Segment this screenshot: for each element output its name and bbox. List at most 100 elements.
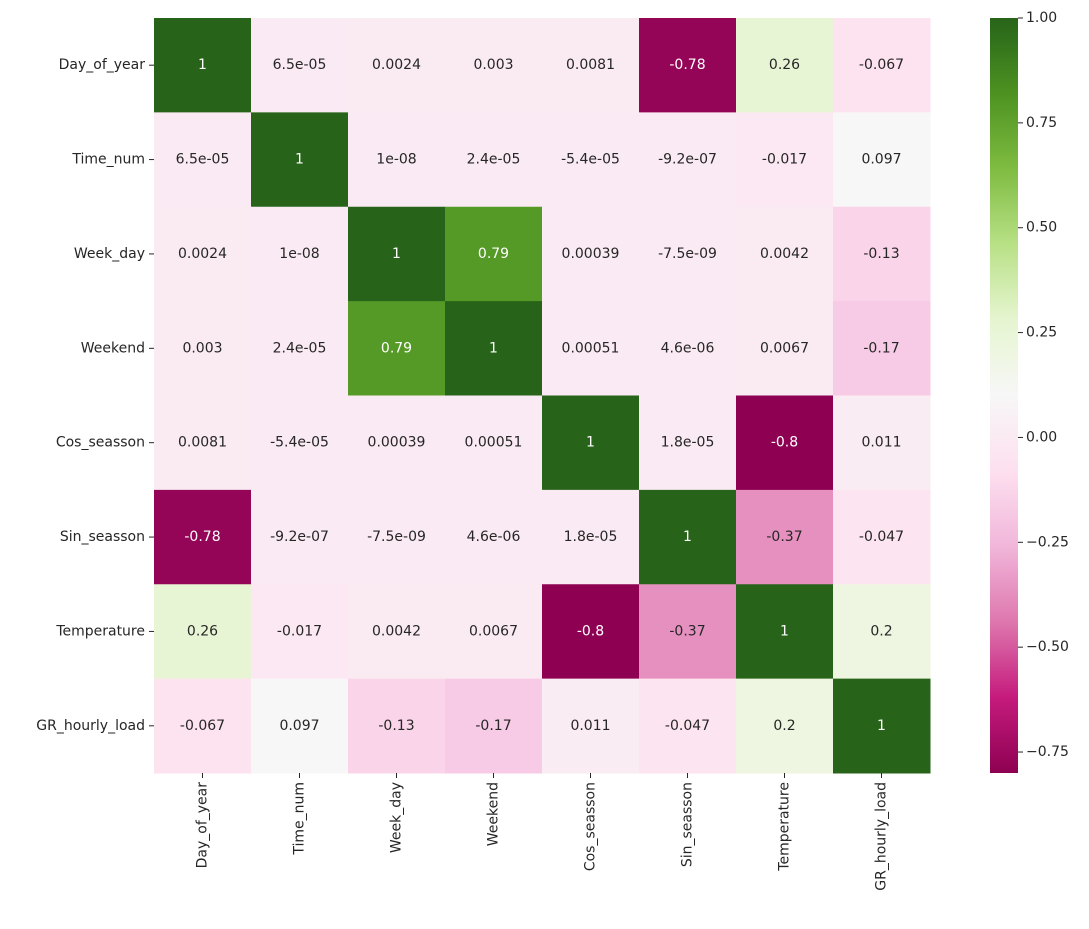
heatmap-cell bbox=[251, 678, 349, 774]
heatmap-cell bbox=[639, 112, 737, 208]
heatmap-cell bbox=[251, 395, 349, 491]
heatmap-cell bbox=[154, 301, 252, 396]
colorbar-tick-label: 0.50 bbox=[1026, 220, 1057, 236]
heatmap-cell bbox=[542, 18, 640, 113]
cell-label: -0.8 bbox=[771, 435, 798, 451]
x-tick-label: Weekend bbox=[486, 782, 502, 846]
heatmap-cell bbox=[154, 18, 252, 113]
heatmap-cell bbox=[833, 395, 931, 491]
heatmap-cell bbox=[251, 584, 349, 680]
cell-label: 1.8e-05 bbox=[661, 435, 715, 451]
cell-label: -0.8 bbox=[577, 623, 604, 639]
heatmap-cell bbox=[251, 301, 349, 396]
cell-label: -7.5e-09 bbox=[658, 246, 717, 262]
heatmap-cell bbox=[348, 395, 446, 491]
cell-label: 0.79 bbox=[381, 340, 412, 356]
x-tick-label: Cos_seasson bbox=[583, 782, 599, 871]
heatmap-cell bbox=[542, 584, 640, 680]
y-tick-label: Weekend bbox=[81, 340, 145, 356]
y-tick-label: Temperature bbox=[55, 623, 145, 639]
cell-label: 0.0081 bbox=[178, 435, 227, 451]
heatmap-cell bbox=[736, 206, 834, 302]
colorbar-tick-label: 0.75 bbox=[1026, 115, 1057, 131]
cell-label: 2.4e-05 bbox=[467, 152, 521, 168]
cell-label: 6.5e-05 bbox=[176, 152, 230, 168]
cell-label: 0.0042 bbox=[372, 623, 421, 639]
cell-label: -5.4e-05 bbox=[561, 152, 620, 168]
cell-label: -0.37 bbox=[766, 529, 802, 545]
cell-label: 0.0042 bbox=[760, 246, 809, 262]
cell-label: 0.79 bbox=[478, 246, 509, 262]
cell-label: 0.00051 bbox=[465, 435, 523, 451]
heatmap-cell bbox=[833, 206, 931, 302]
cell-label: 1 bbox=[683, 529, 692, 545]
cell-label: -9.2e-07 bbox=[658, 152, 717, 168]
colorbar-tick-label: −0.50 bbox=[1026, 639, 1069, 655]
colorbar-tick-label: −0.25 bbox=[1026, 534, 1069, 550]
heatmap-cell bbox=[736, 489, 834, 585]
x-tick-label: Week_day bbox=[389, 782, 405, 853]
heatmap-cell bbox=[445, 301, 543, 396]
cell-label: 6.5e-05 bbox=[273, 57, 327, 73]
heatmap-cell bbox=[639, 678, 737, 774]
heatmap-cell bbox=[542, 206, 640, 302]
cell-label: -0.13 bbox=[863, 246, 899, 262]
heatmap-cell bbox=[833, 489, 931, 585]
heatmap-cell bbox=[639, 301, 737, 396]
cell-label: 1 bbox=[392, 246, 401, 262]
cell-label: 1 bbox=[489, 340, 498, 356]
cell-label: -0.17 bbox=[475, 718, 511, 734]
heatmap-cell bbox=[639, 395, 737, 491]
cell-label: -7.5e-09 bbox=[367, 529, 426, 545]
heatmap-cell bbox=[445, 678, 543, 774]
cell-label: 1 bbox=[877, 718, 886, 734]
heatmap-cell bbox=[348, 301, 446, 396]
heatmap-cell bbox=[639, 206, 737, 302]
cell-label: 0.003 bbox=[473, 57, 513, 73]
cell-label: 1.8e-05 bbox=[564, 529, 618, 545]
heatmap-cell bbox=[251, 206, 349, 302]
heatmap-cell bbox=[833, 112, 931, 208]
x-tick-label: Time_num bbox=[292, 782, 308, 856]
heatmap-cell bbox=[445, 584, 543, 680]
heatmap-cell bbox=[833, 301, 931, 396]
cell-label: -0.067 bbox=[180, 718, 225, 734]
cell-label: -0.047 bbox=[859, 529, 904, 545]
cell-label: 0.011 bbox=[861, 435, 901, 451]
heatmap-cell bbox=[833, 584, 931, 680]
colorbar bbox=[990, 18, 1018, 773]
colorbar-tick-label: 0.25 bbox=[1026, 325, 1057, 341]
y-tick-label: Cos_seasson bbox=[56, 435, 145, 451]
heatmap-cell bbox=[736, 678, 834, 774]
cell-label: -0.047 bbox=[665, 718, 710, 734]
y-tick-label: GR_hourly_load bbox=[36, 718, 145, 734]
heatmap-cell bbox=[833, 18, 931, 113]
cell-label: 1 bbox=[586, 435, 595, 451]
heatmap-cell bbox=[348, 489, 446, 585]
heatmap-cell bbox=[154, 395, 252, 491]
heatmap-cell bbox=[639, 18, 737, 113]
cell-label: 4.6e-06 bbox=[467, 529, 521, 545]
cell-label: -0.78 bbox=[184, 529, 220, 545]
heatmap-cell bbox=[348, 206, 446, 302]
heatmap-cell bbox=[348, 18, 446, 113]
x-tick-label: Temperature bbox=[777, 782, 793, 872]
heatmap-cell bbox=[736, 584, 834, 680]
cell-label: -0.017 bbox=[277, 623, 322, 639]
cell-label: 0.0081 bbox=[566, 57, 615, 73]
cell-label: 0.26 bbox=[769, 57, 800, 73]
cell-label: 0.0067 bbox=[760, 340, 809, 356]
colorbar-tick-label: 1.00 bbox=[1026, 10, 1057, 26]
cell-label: -0.17 bbox=[863, 340, 899, 356]
heatmap-cell bbox=[348, 584, 446, 680]
cell-label: 0.00039 bbox=[562, 246, 620, 262]
heatmap-cell bbox=[542, 678, 640, 774]
cell-label: 0.011 bbox=[570, 718, 610, 734]
cell-label: -0.13 bbox=[378, 718, 414, 734]
cell-label: 4.6e-06 bbox=[661, 340, 715, 356]
cell-label: 0.0024 bbox=[372, 57, 421, 73]
x-tick-label: GR_hourly_load bbox=[874, 782, 890, 891]
heatmap-cell bbox=[639, 489, 737, 585]
cell-label: 1 bbox=[295, 152, 304, 168]
heatmap-cell bbox=[542, 301, 640, 396]
